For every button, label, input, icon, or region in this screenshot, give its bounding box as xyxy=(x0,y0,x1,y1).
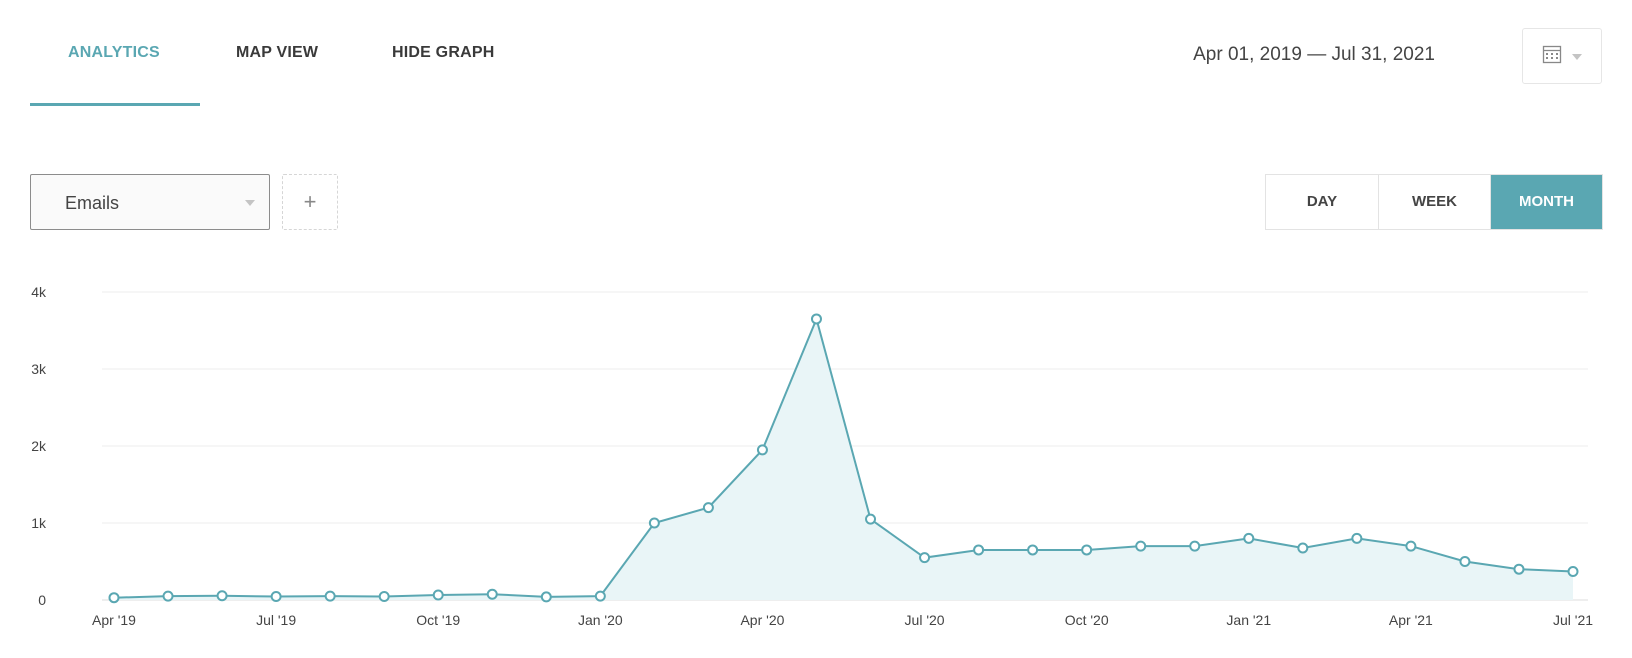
data-point[interactable] xyxy=(108,592,120,604)
granularity-toggle: DAY WEEK MONTH xyxy=(1265,174,1603,230)
x-tick-label: Apr '19 xyxy=(92,612,136,628)
caret-down-icon xyxy=(245,200,255,206)
tab-hide-graph[interactable]: HIDE GRAPH xyxy=(392,44,495,61)
data-point[interactable] xyxy=(1513,563,1525,575)
x-tick-label: Jul '20 xyxy=(905,612,945,628)
y-tick-label: 0 xyxy=(38,592,46,608)
x-tick-label: Jan '20 xyxy=(578,612,623,628)
x-tick-label: Jul '19 xyxy=(256,612,296,628)
add-metric-button[interactable]: + xyxy=(282,174,338,230)
y-tick-label: 1k xyxy=(31,515,47,531)
data-point[interactable] xyxy=(324,590,336,602)
data-point[interactable] xyxy=(378,591,390,603)
tab-analytics[interactable]: ANALYTICS xyxy=(68,44,160,61)
data-point[interactable] xyxy=(1027,544,1039,556)
data-point[interactable] xyxy=(486,588,498,600)
granularity-week-button[interactable]: WEEK xyxy=(1378,175,1490,229)
data-point[interactable] xyxy=(919,552,931,564)
y-axis-ticks: 0 1k 2k 3k 4k xyxy=(31,284,47,608)
metric-select[interactable]: Emails xyxy=(30,174,270,230)
series-line xyxy=(113,315,1574,599)
data-point[interactable] xyxy=(1459,556,1471,567)
x-tick-label: Jan '21 xyxy=(1226,612,1271,628)
date-range-label: Apr 01, 2019 — Jul 31, 2021 xyxy=(1193,44,1435,65)
data-point[interactable] xyxy=(1405,540,1417,552)
active-tab-indicator xyxy=(30,103,200,106)
chevron-down-icon xyxy=(1572,47,1582,65)
x-axis-ticks: Apr '19 Jul '19 Oct '19 Jan '20 Apr '20 Jul '… xyxy=(92,612,1593,628)
x-tick-label: Apr '21 xyxy=(1389,612,1433,628)
data-point[interactable] xyxy=(702,502,714,514)
data-point[interactable] xyxy=(216,590,228,602)
data-point[interactable] xyxy=(648,517,660,529)
data-point[interactable] xyxy=(270,591,282,603)
data-point[interactable] xyxy=(810,313,822,325)
data-point[interactable] xyxy=(1297,542,1309,554)
tab-map-view[interactable]: MAP VIEW xyxy=(236,44,319,61)
date-picker-button[interactable] xyxy=(1522,28,1602,84)
data-point[interactable] xyxy=(1189,540,1201,552)
data-point[interactable] xyxy=(162,590,174,602)
granularity-day-button[interactable]: DAY xyxy=(1266,175,1378,229)
data-point[interactable] xyxy=(865,513,877,525)
data-point[interactable] xyxy=(756,444,768,456)
metric-select-value: Emails xyxy=(65,193,120,213)
series-points xyxy=(108,313,1579,604)
data-point[interactable] xyxy=(973,544,985,556)
data-point[interactable] xyxy=(1351,532,1363,544)
y-tick-label: 4k xyxy=(31,284,47,300)
data-point[interactable] xyxy=(1243,532,1255,544)
data-point[interactable] xyxy=(1567,566,1579,578)
x-tick-label: Jul '21 xyxy=(1553,612,1593,628)
x-tick-label: Oct '19 xyxy=(416,612,460,628)
data-point[interactable] xyxy=(1081,544,1093,556)
y-tick-label: 2k xyxy=(31,438,47,454)
data-point[interactable] xyxy=(432,589,444,601)
series-area xyxy=(114,318,1573,600)
x-tick-label: Oct '20 xyxy=(1065,612,1109,628)
y-tick-label: 3k xyxy=(31,361,47,377)
calendar-icon xyxy=(1542,44,1562,69)
data-point[interactable] xyxy=(540,591,552,603)
granularity-month-button[interactable]: MONTH xyxy=(1490,175,1602,229)
data-point[interactable] xyxy=(594,590,606,602)
data-point[interactable] xyxy=(1135,540,1147,552)
x-tick-label: Apr '20 xyxy=(740,612,784,628)
